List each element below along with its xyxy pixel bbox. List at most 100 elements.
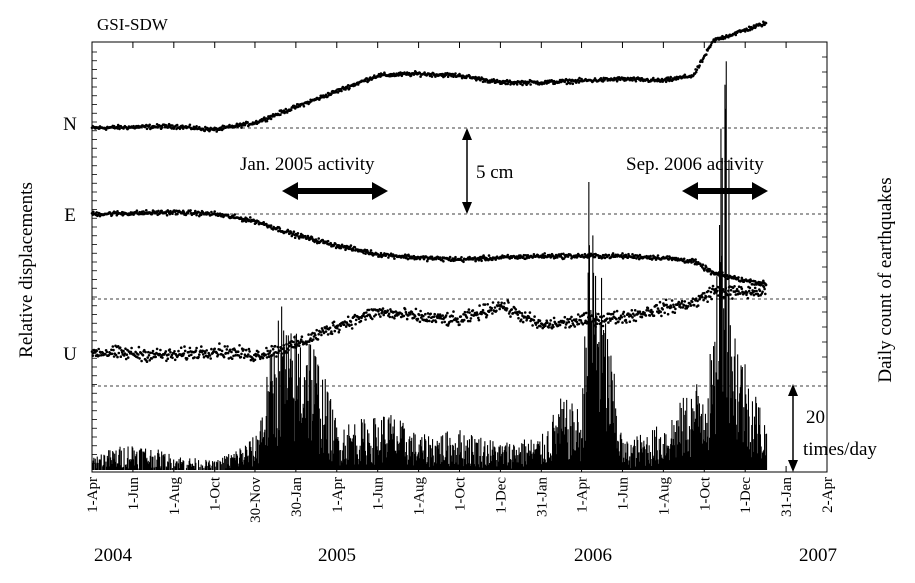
earthquake-bar xyxy=(753,416,755,470)
point-u xyxy=(569,324,573,328)
earthquake-bar xyxy=(153,467,155,470)
earthquake-bar xyxy=(747,446,749,470)
earthquake-bar xyxy=(617,440,619,470)
earthquake-bar xyxy=(619,434,621,470)
earthquake-bar xyxy=(167,462,169,470)
earthquake-bar xyxy=(394,450,396,470)
point-u xyxy=(709,295,712,299)
point-u xyxy=(354,318,358,322)
earthquake-bar xyxy=(403,429,405,470)
point-u xyxy=(367,308,371,312)
earthquake-bar xyxy=(472,451,474,470)
point-u xyxy=(143,348,146,352)
earthquake-bar xyxy=(387,452,389,470)
earthquake-bar xyxy=(330,399,332,470)
point-u xyxy=(426,319,429,323)
point-u xyxy=(222,355,226,359)
point-e xyxy=(412,254,416,258)
earthquake-bar xyxy=(719,262,721,470)
earthquake-bar xyxy=(534,449,536,470)
point-u xyxy=(672,303,675,307)
earthquake-bar xyxy=(709,437,711,470)
point-u xyxy=(753,289,756,293)
component-label-e: E xyxy=(64,205,76,226)
point-u xyxy=(265,346,268,350)
earthquake-bar xyxy=(483,452,485,470)
point-e xyxy=(369,249,373,252)
point-u xyxy=(706,300,709,304)
earthquake-bar xyxy=(656,450,658,470)
earthquake-bar xyxy=(454,443,456,470)
earthquake-bar xyxy=(186,464,188,470)
earthquake-bar xyxy=(396,436,398,470)
earthquake-bar xyxy=(626,441,628,470)
x-axis-tick-labels: 1-Apr 1-Jun 1-Aug 1-Oct 30-Nov 30-Jan 1-Apr 1-J… xyxy=(85,476,836,523)
earthquake-bar xyxy=(737,432,739,470)
earthquake-bar xyxy=(114,453,116,470)
earthquake-bar xyxy=(494,447,496,470)
earthquake-bar xyxy=(668,460,670,470)
point-e xyxy=(287,230,290,233)
earthquake-bar xyxy=(138,450,140,470)
point-u xyxy=(736,292,740,296)
earthquake-bar xyxy=(509,444,511,470)
point-u xyxy=(202,355,206,359)
earthquake-bar xyxy=(337,437,339,470)
earthquake-bar xyxy=(122,467,124,470)
earthquake-bar xyxy=(222,457,224,470)
earthquake-bar xyxy=(635,458,637,470)
point-u xyxy=(248,350,251,353)
earthquake-bar xyxy=(701,443,703,470)
point-e xyxy=(95,211,98,214)
earthquake-bar xyxy=(216,461,218,470)
earthquake-bar xyxy=(450,445,452,470)
earthquake-bar xyxy=(96,468,98,470)
point-u xyxy=(467,308,471,311)
earthquake-bar xyxy=(237,466,239,470)
earthquake-bar xyxy=(148,463,150,470)
earthquake-bar xyxy=(714,341,716,470)
earthquake-bar xyxy=(627,464,629,470)
point-e xyxy=(611,252,615,255)
point-n xyxy=(175,123,179,127)
point-u xyxy=(477,318,481,322)
earthquake-bar xyxy=(385,457,387,470)
earthquake-bar xyxy=(645,444,647,470)
earthquake-bar xyxy=(405,452,407,470)
earthquake-bar xyxy=(138,468,140,470)
earthquake-bar xyxy=(219,460,221,470)
earthquake-bar xyxy=(240,454,242,470)
earthquake-bar xyxy=(614,432,616,470)
point-u xyxy=(333,329,337,333)
earthquake-bar xyxy=(465,445,467,470)
earthquake-bar xyxy=(147,460,149,470)
earthquake-bar xyxy=(282,355,284,470)
point-u xyxy=(212,350,215,353)
earthquake-bar xyxy=(515,458,517,470)
earthquake-bar xyxy=(738,401,740,470)
earthquake-bar xyxy=(275,377,277,470)
earthquake-bar xyxy=(496,466,498,470)
earthquake-bar xyxy=(637,440,639,470)
earthquake-bar xyxy=(106,455,108,470)
point-u xyxy=(320,333,323,337)
earthquake-bar xyxy=(344,459,346,470)
point-u xyxy=(578,315,582,318)
x-tick-label: 1-Apr xyxy=(575,477,591,513)
earthquake-bar xyxy=(175,463,177,470)
earthquake-bar xyxy=(543,458,545,470)
point-u xyxy=(316,338,320,341)
earthquake-bar xyxy=(411,437,413,470)
point-u xyxy=(611,317,614,321)
point-e xyxy=(142,210,145,213)
earthquake-bar xyxy=(322,425,324,470)
earthquake-bar xyxy=(649,463,651,470)
earthquake-bar xyxy=(643,446,645,470)
earthquake-bar xyxy=(447,445,449,470)
earthquake-bar xyxy=(717,379,719,470)
point-u xyxy=(478,304,481,307)
earthquake-bar xyxy=(512,462,514,470)
earthquake-bar xyxy=(354,435,356,470)
point-u xyxy=(110,352,114,356)
point-n xyxy=(617,76,621,79)
